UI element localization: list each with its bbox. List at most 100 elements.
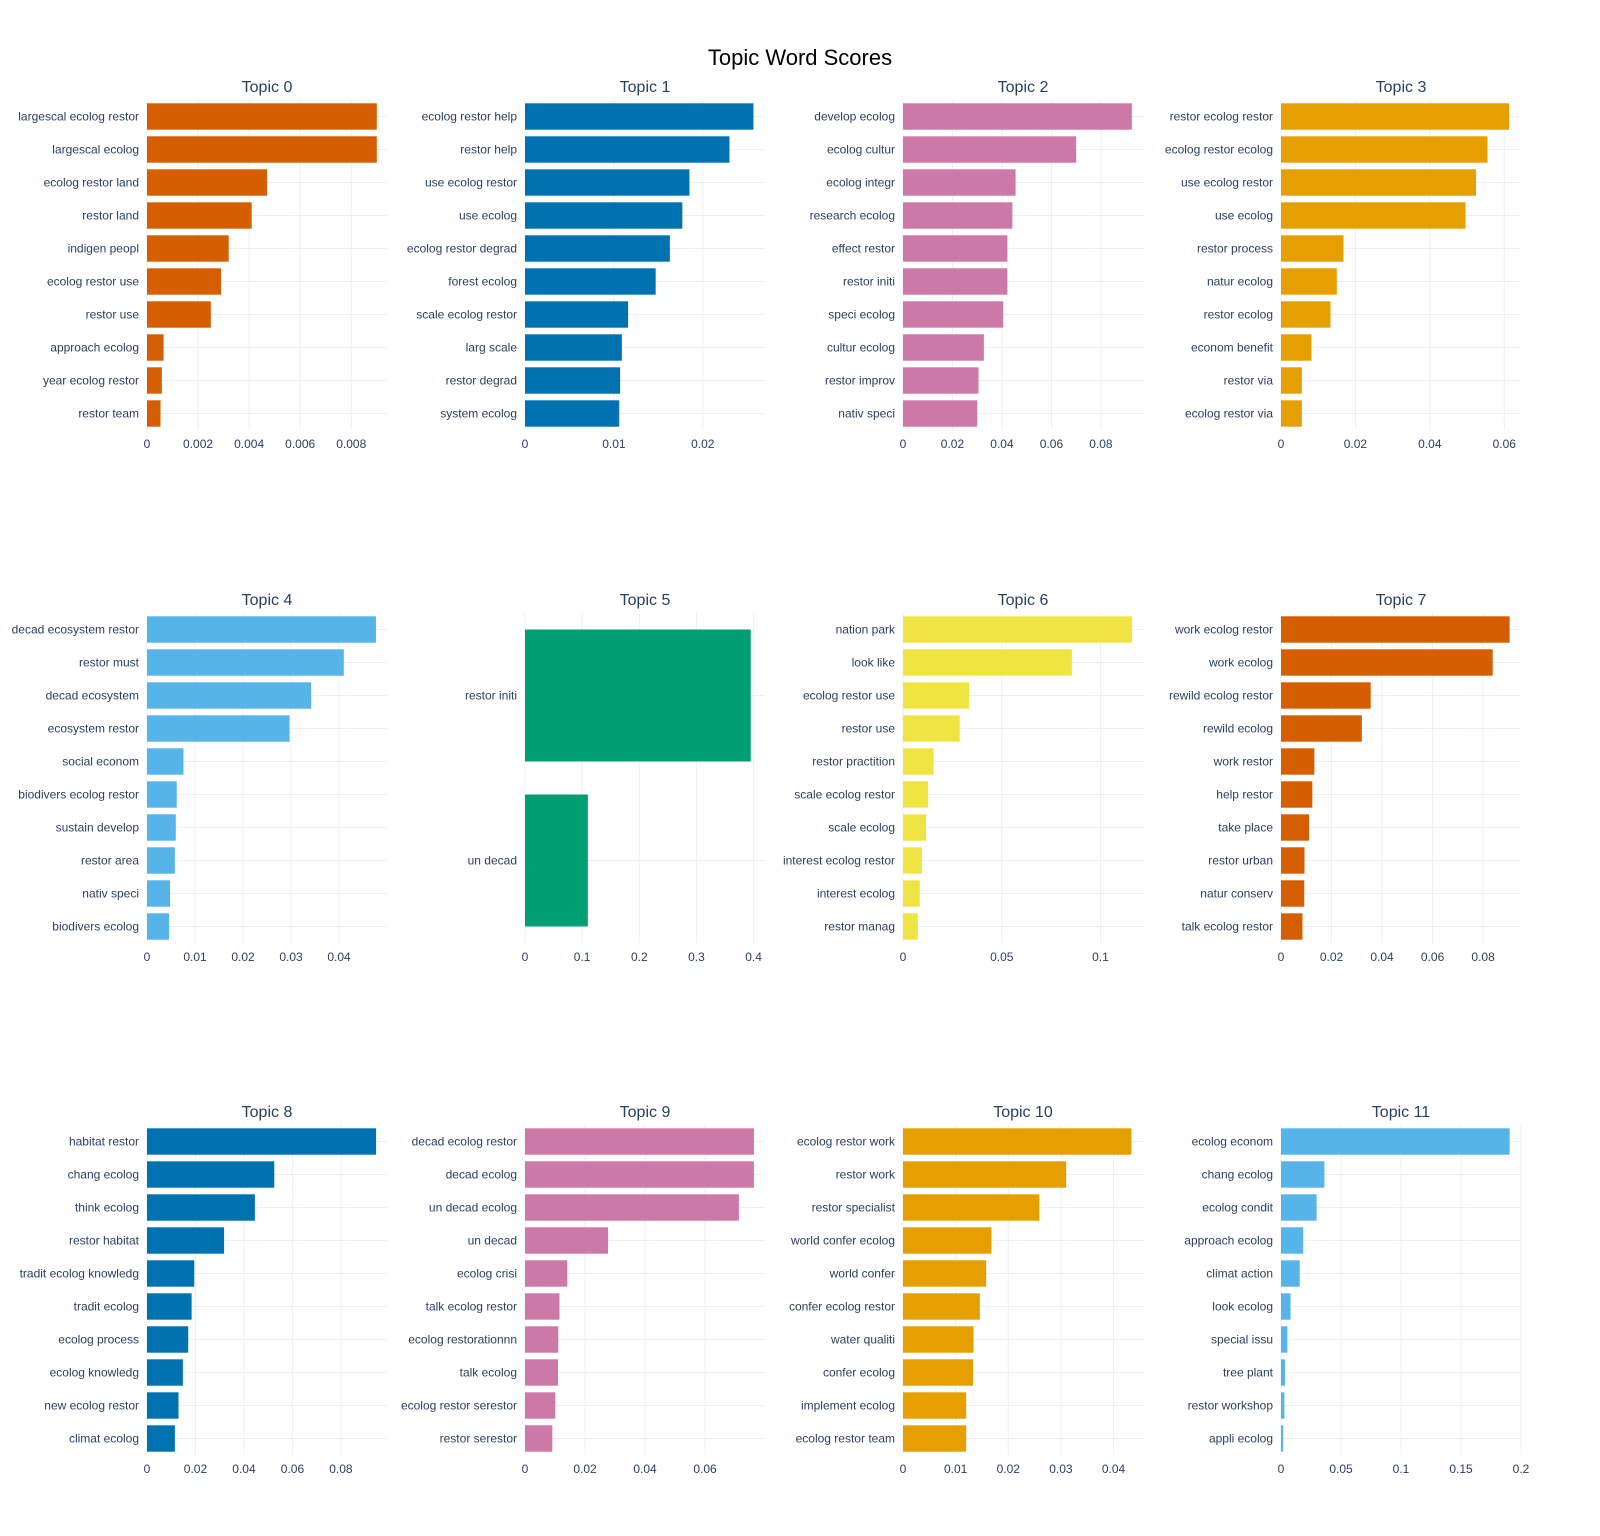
x-tick-label: 0 — [900, 950, 907, 964]
category-label: ecolog restor via — [1185, 407, 1273, 421]
bar — [525, 136, 730, 163]
bar — [903, 880, 920, 907]
bar — [903, 367, 979, 394]
category-label: natur conserv — [1200, 887, 1273, 901]
category-label: sustain develop — [56, 821, 140, 835]
panel-title: Topic 0 — [242, 79, 293, 96]
category-label: work restor — [1213, 755, 1273, 769]
x-tick-label: 0.05 — [990, 950, 1014, 964]
bar — [525, 1326, 559, 1353]
panel-title: Topic 10 — [993, 1104, 1053, 1121]
x-tick-label: 0.2 — [631, 950, 648, 964]
bar — [903, 400, 978, 427]
panel-title: Topic 8 — [242, 1104, 293, 1121]
category-label: scale ecolog — [828, 821, 895, 835]
category-label: restor process — [1197, 242, 1273, 256]
x-tick-label: 0.006 — [285, 437, 315, 451]
category-label: talk ecolog restor — [426, 1300, 517, 1314]
x-tick-label: 0.1 — [1393, 1462, 1410, 1476]
category-label: decad ecosystem — [46, 689, 139, 703]
bar — [525, 629, 751, 762]
bar — [525, 1227, 609, 1254]
x-tick-label: 0.3 — [688, 950, 705, 964]
topic-panel: Topic 4 decad ecosystem restor restor must… — [12, 592, 387, 964]
category-label: use ecolog — [1215, 209, 1273, 223]
bar — [903, 814, 927, 841]
bar — [903, 1326, 974, 1353]
x-tick-label: 0.02 — [997, 1462, 1021, 1476]
bar — [147, 715, 290, 742]
bar — [147, 1128, 377, 1155]
bar — [1281, 169, 1476, 196]
x-tick-label: 0 — [144, 437, 151, 451]
topic-panel: Topic 3 restor ecolog restor ecolog restor… — [1165, 79, 1521, 451]
x-tick-label: 0.02 — [573, 1462, 597, 1476]
x-tick-label: 0.15 — [1449, 1462, 1473, 1476]
category-label: restor degrad — [446, 374, 517, 388]
x-tick-label: 0.06 — [1040, 437, 1064, 451]
bar — [525, 1359, 558, 1386]
bar — [1281, 235, 1344, 262]
bar — [147, 301, 211, 328]
category-label: use ecolog restor — [1181, 176, 1273, 190]
bar — [1281, 847, 1305, 874]
category-label: social econom — [62, 755, 139, 769]
panels-container: Topic 0 largescal ecolog restor largescal … — [12, 79, 1530, 1476]
bar — [147, 1326, 189, 1353]
bar — [525, 400, 620, 427]
bar — [1281, 1194, 1317, 1221]
bar — [903, 913, 918, 940]
bar — [903, 1392, 967, 1419]
bar — [903, 1128, 1132, 1155]
x-tick-label: 0.04 — [1370, 950, 1394, 964]
category-label: think ecolog — [75, 1201, 139, 1215]
x-tick-label: 0.06 — [281, 1462, 305, 1476]
category-label: use ecolog restor — [425, 176, 517, 190]
category-label: forest ecolog — [448, 275, 517, 289]
bar — [525, 367, 621, 394]
category-label: restor improv — [825, 374, 895, 388]
bar — [525, 1161, 754, 1188]
bar — [903, 103, 1132, 130]
panel-title: Topic 4 — [242, 592, 293, 609]
x-tick-label: 0.1 — [1092, 950, 1109, 964]
category-label: tradit ecolog knowledg — [20, 1267, 139, 1281]
bar — [525, 103, 754, 130]
category-label: appli ecolog — [1209, 1432, 1273, 1446]
x-tick-label: 0.1 — [574, 950, 591, 964]
panel-title: Topic 11 — [1372, 1104, 1431, 1121]
x-tick-label: 0.04 — [990, 437, 1014, 451]
category-label: decad ecolog — [446, 1168, 517, 1182]
x-tick-label: 0 — [144, 1462, 151, 1476]
x-tick-label: 0 — [1278, 950, 1285, 964]
category-label: approach ecolog — [50, 341, 139, 355]
bar — [525, 1194, 739, 1221]
x-tick-label: 0.01 — [183, 950, 207, 964]
category-label: restor manag — [824, 920, 895, 934]
bar — [903, 136, 1077, 163]
category-label: restor initi — [843, 275, 895, 289]
bar — [903, 1293, 980, 1320]
category-label: ecolog restor serestor — [401, 1399, 517, 1413]
topic-panel: Topic 2 develop ecolog ecolog cultur ecolog… — [810, 79, 1143, 451]
bar — [903, 202, 1013, 229]
panel-title: Topic 6 — [998, 592, 1049, 609]
x-tick-label: 0.04 — [1418, 437, 1442, 451]
category-label: decad ecosystem restor — [12, 623, 139, 637]
bar — [1281, 1128, 1510, 1155]
figure-title: Topic Word Scores — [708, 45, 892, 70]
bar — [903, 1161, 1067, 1188]
category-label: un decad — [468, 1234, 517, 1248]
x-tick-label: 0 — [1278, 1462, 1285, 1476]
x-tick-label: 0.08 — [329, 1462, 353, 1476]
topic-panel: Topic 1 ecolog restor help restor help use … — [407, 79, 765, 451]
x-tick-label: 0.06 — [1493, 437, 1517, 451]
x-tick-label: 0.04 — [1102, 1462, 1126, 1476]
bar — [1281, 1161, 1325, 1188]
category-label: restor serestor — [440, 1432, 517, 1446]
category-label: cultur ecolog — [827, 341, 895, 355]
bar — [1281, 880, 1305, 907]
bar — [147, 748, 184, 775]
category-label: implement ecolog — [801, 1399, 895, 1413]
category-label: largescal ecolog — [52, 143, 139, 157]
